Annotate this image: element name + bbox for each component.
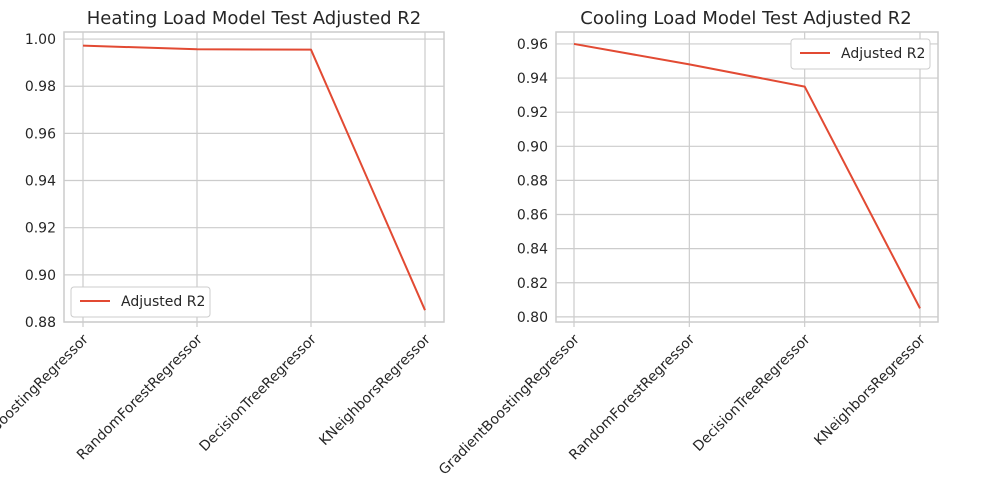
heating-series	[82, 44, 426, 311]
heating-legend-label: Adjusted R2	[121, 294, 205, 310]
cooling-ytick-label: 0.82	[517, 276, 548, 292]
cooling-ytick-label: 0.92	[517, 105, 548, 121]
heating-legend-box	[70, 286, 211, 318]
cooling-grid	[556, 32, 938, 327]
heating-ytick-label: 0.94	[25, 174, 56, 190]
cooling-series	[573, 42, 921, 309]
cooling-ytick-label: 0.96	[517, 37, 548, 53]
heating-plot-border	[63, 31, 445, 323]
cooling-plot-border	[555, 31, 939, 323]
cooling-ytick-label: 0.94	[517, 71, 548, 87]
cooling-legend-box	[790, 38, 931, 70]
heating-series-line	[82, 44, 426, 311]
cooling-axes-frame	[555, 31, 939, 323]
heating-ytick-label: 0.90	[25, 268, 56, 284]
cooling-ytick-label: 0.88	[517, 173, 548, 189]
heating-ytick-label: 0.96	[25, 126, 56, 142]
cooling-y-axis: 0.80 0.82 0.84 0.86 0.88 0.90 0.92 0.94 0.96	[517, 37, 548, 326]
heating-ytick-label: 0.92	[25, 221, 56, 237]
heating-ytick-label: 0.98	[25, 79, 56, 95]
heating-ytick-label: 1.00	[25, 32, 56, 48]
cooling-ytick-label: 0.80	[517, 310, 548, 326]
cooling-ytick-label: 0.86	[517, 208, 548, 224]
cooling-ytick-label: 0.90	[517, 139, 548, 155]
cooling-chart-title: Cooling Load Model Test Adjusted R2	[580, 8, 911, 29]
heating-chart-title: Heating Load Model Test Adjusted R2	[87, 8, 422, 29]
heating-ytick-label: 0.88	[25, 315, 56, 331]
cooling-legend: Adjusted R2	[790, 38, 931, 70]
cooling-series-line	[573, 42, 921, 309]
heating-legend: Adjusted R2	[70, 286, 211, 318]
cooling-legend-label: Adjusted R2	[841, 46, 925, 62]
heating-axes-frame	[63, 31, 445, 323]
heating-y-axis: 0.88 0.90 0.92 0.94 0.96 0.98 1.00	[25, 32, 56, 331]
cooling-ytick-label: 0.84	[517, 242, 548, 258]
